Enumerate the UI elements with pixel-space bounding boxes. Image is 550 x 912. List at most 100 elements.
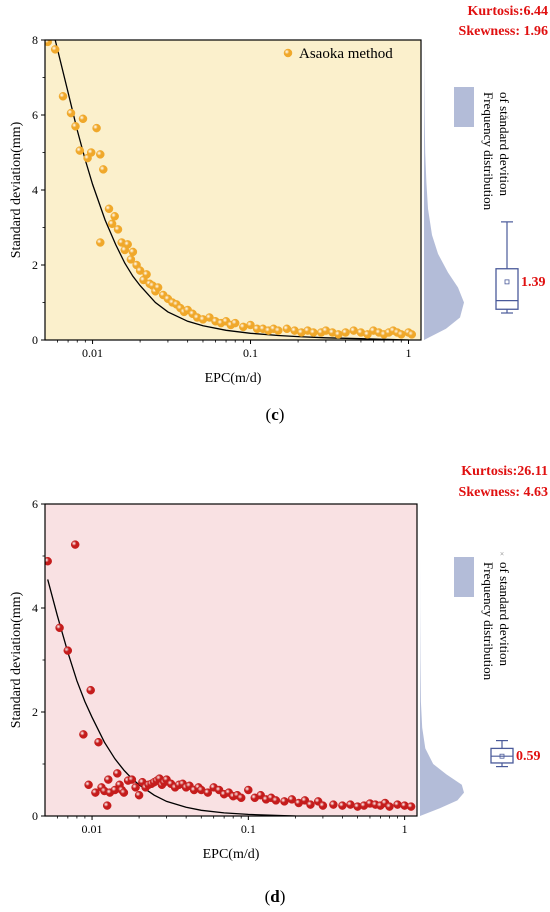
fit-curve — [47, 579, 296, 816]
data-point — [329, 800, 338, 809]
data-point — [246, 320, 255, 330]
density-label-line1: Frequency distribution — [481, 562, 496, 681]
y-tick-label: 2 — [32, 258, 38, 272]
data-point — [113, 225, 123, 234]
data-point — [86, 148, 96, 157]
y-axis-label: Standard deviation(mm) — [9, 591, 24, 728]
box-iqr — [495, 268, 519, 310]
data-point — [45, 556, 52, 566]
data-points — [45, 540, 416, 811]
data-point — [91, 788, 100, 797]
box-outlier-marker: × — [500, 549, 505, 558]
data-point — [96, 238, 105, 247]
skewness-label: Skewness: 1.96 — [459, 24, 548, 39]
mean-value-label: 0.59 — [516, 749, 541, 764]
data-point — [96, 150, 105, 159]
data-point — [309, 328, 318, 337]
data-point — [123, 240, 132, 249]
data-point — [113, 769, 122, 778]
data-point — [338, 801, 347, 810]
y-tick-label: 0 — [32, 809, 38, 823]
x-tick-label: 1 — [405, 346, 411, 360]
legend-label: Asaoka method — [299, 46, 393, 62]
data-point — [102, 801, 112, 810]
frequency-density — [420, 504, 464, 816]
data-point — [94, 737, 103, 747]
data-point — [55, 623, 64, 633]
plot-area — [45, 40, 421, 340]
y-tick-label: 4 — [32, 183, 38, 197]
data-point — [119, 788, 129, 797]
y-tick-label: 4 — [32, 601, 38, 615]
chart-panel-d: 0 2 4 6 0.01 0.1 1 EPC(m/d) Standard deviation(m… — [9, 464, 548, 862]
plot-area — [45, 504, 417, 816]
data-point — [385, 802, 394, 811]
data-point — [107, 219, 117, 229]
x-axis-label: EPC(m/d) — [205, 371, 262, 386]
data-point — [84, 780, 93, 790]
data-point — [239, 322, 248, 332]
data-point — [86, 685, 95, 695]
skewness-label: Skewness: 4.63 — [459, 485, 548, 500]
box-mean-marker — [499, 753, 505, 759]
data-point — [70, 540, 80, 549]
data-point — [282, 324, 292, 334]
data-point — [104, 204, 114, 214]
data-point — [397, 330, 406, 339]
data-point — [110, 212, 119, 221]
data-point — [236, 793, 246, 803]
density-legend-swatch — [454, 557, 474, 597]
data-point — [71, 122, 80, 131]
kurtosis-label: Kurtosis:26.11 — [461, 464, 548, 479]
frequency-density — [424, 40, 464, 340]
y-tick-label: 6 — [32, 497, 38, 511]
data-point — [134, 790, 144, 800]
x-tick-label: 0.01 — [82, 822, 103, 836]
kurtosis-label: Kurtosis:6.44 — [468, 4, 549, 19]
y-tick-label: 0 — [32, 333, 38, 347]
box-mean-marker — [504, 279, 510, 285]
data-point — [346, 800, 355, 809]
x-axis-label: EPC(m/d) — [203, 847, 260, 862]
data-point — [393, 800, 402, 809]
data-point — [153, 283, 163, 292]
data-point — [45, 40, 52, 47]
data-point — [341, 328, 350, 337]
data-point — [58, 92, 68, 101]
data-point — [306, 800, 315, 809]
y-tick-label: 6 — [32, 108, 38, 122]
x-tick-label: 0.1 — [243, 346, 258, 360]
data-point — [92, 123, 101, 133]
data-point — [50, 45, 60, 54]
data-point — [66, 108, 76, 118]
x-tick-label: 0.01 — [82, 346, 103, 360]
fit-curve — [54, 40, 409, 340]
data-point — [406, 802, 416, 811]
data-point — [128, 247, 138, 257]
data-point — [287, 795, 297, 804]
panel-caption-d: (d) — [264, 887, 286, 906]
data-point — [131, 783, 140, 792]
data-point — [205, 313, 214, 322]
data-point — [334, 330, 343, 339]
data-point — [142, 270, 151, 279]
data-point — [280, 797, 289, 806]
data-point — [135, 266, 145, 275]
data-point — [79, 730, 88, 739]
data-point — [203, 788, 213, 797]
data-point — [75, 146, 85, 155]
data-point — [78, 114, 88, 124]
y-tick-label: 8 — [32, 33, 38, 47]
mean-value-label: 1.39 — [521, 275, 546, 290]
data-point — [99, 165, 108, 174]
x-tick-label: 0.1 — [241, 822, 256, 836]
density-legend-swatch — [454, 87, 474, 127]
data-points — [45, 40, 417, 339]
y-tick-label: 2 — [32, 705, 38, 719]
data-point — [127, 775, 137, 784]
density-label-line2: of standard devition — [497, 562, 512, 666]
legend-marker — [283, 48, 293, 58]
data-point — [104, 775, 113, 784]
data-point — [271, 796, 281, 805]
